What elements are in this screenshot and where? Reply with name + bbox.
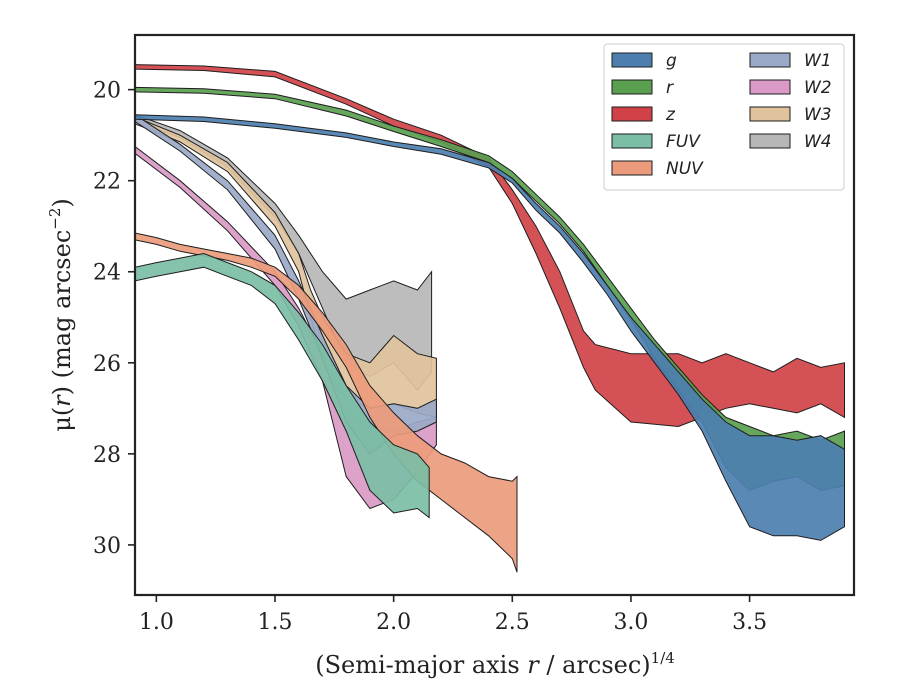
y-axis-label: μ(r) (mag arcsec−2) <box>46 198 76 432</box>
x-tick-label: 1.0 <box>139 610 174 635</box>
legend-swatch-w3 <box>749 106 791 122</box>
band-g <box>135 114 845 541</box>
band-nuv <box>135 232 518 573</box>
legend-swatch-fuv <box>611 133 653 149</box>
legend-label-z: z <box>665 105 676 125</box>
x-axis-label: (Semi-major axis r / arcsec)1/4 <box>315 649 675 679</box>
y-tick-label: 26 <box>93 352 121 377</box>
legend-swatch-g <box>611 52 653 68</box>
legend-swatch-w2 <box>749 79 791 95</box>
plot-frame <box>133 33 856 597</box>
y-tick-label: 22 <box>93 170 121 195</box>
legend-swatch-w4 <box>749 133 791 149</box>
legend-label-w3: W3 <box>804 105 832 125</box>
y-tick-label: 20 <box>93 79 121 104</box>
legend-swatch-r <box>611 79 653 95</box>
legend-label-w1: W1 <box>804 51 832 71</box>
legend-label-r: r <box>666 78 674 98</box>
x-tick-label: 1.5 <box>258 610 293 635</box>
legend-label-w2: W2 <box>804 78 832 98</box>
legend-label-g: g <box>666 51 677 71</box>
y-tick-label: 28 <box>93 443 121 468</box>
legend-swatch-z <box>611 106 653 122</box>
legend-swatch-nuv <box>611 160 653 176</box>
legend-label-nuv: NUV <box>666 159 704 179</box>
legend: grz FUV NUV W1 W2 W3 W4 <box>603 43 845 191</box>
legend-label-w4: W4 <box>804 132 832 152</box>
x-tick-label: 2.0 <box>376 610 411 635</box>
y-tick-label: 24 <box>93 261 121 286</box>
x-axis-ticks: 1.0 1.5 2.0 2.5 3.0 3.5 <box>139 595 767 635</box>
x-tick-label: 3.0 <box>613 610 648 635</box>
legend-label-fuv: FUV <box>666 132 701 152</box>
y-tick-label: 30 <box>93 534 121 559</box>
band-w1 <box>135 114 437 455</box>
x-tick-label: 3.5 <box>732 610 767 635</box>
y-axis-ticks: 20 22 24 26 28 30 <box>93 79 135 559</box>
series-areas <box>135 64 845 573</box>
legend-swatch-w1 <box>749 52 791 68</box>
x-tick-label: 2.5 <box>495 610 530 635</box>
band-fuv <box>135 252 430 519</box>
